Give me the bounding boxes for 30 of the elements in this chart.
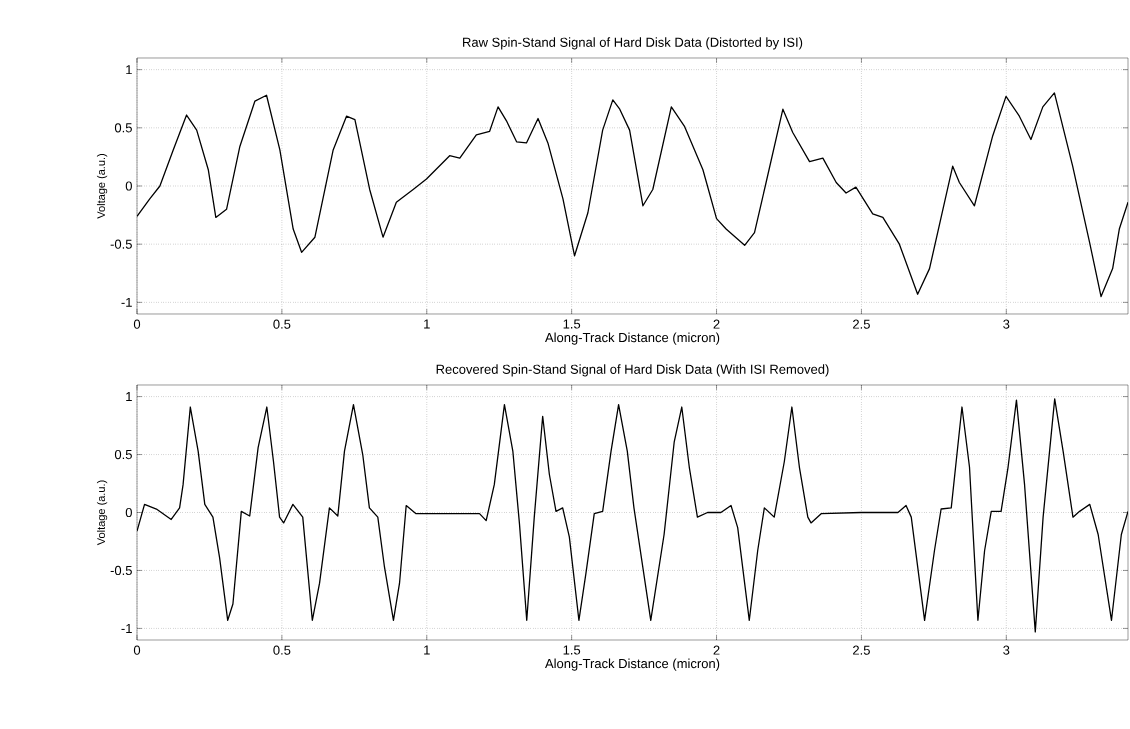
y-tick-label: 0: [125, 181, 132, 191]
x-tick-label: 2: [713, 319, 720, 329]
x-tick-label: 1: [424, 319, 430, 329]
y-tick-label: -0.5: [110, 239, 132, 249]
x-tick-label: 0: [133, 319, 141, 329]
chart-title: Recovered Spin-Stand Signal of Hard Disk Data (With ISI Removed): [436, 364, 829, 377]
x-tick-label: 3: [1003, 319, 1010, 329]
x-tick-label: 3: [1003, 645, 1010, 655]
y-tick-label: -1: [121, 297, 132, 307]
y-tick-label: 0.5: [114, 123, 132, 133]
x-tick-label: 1.5: [563, 645, 581, 655]
x-tick-label: 1: [424, 645, 430, 655]
x-tick-label: 0.5: [273, 645, 291, 655]
y-tick-label: 1: [126, 392, 132, 402]
y-axis-title: Voltage (a.u.): [96, 153, 108, 219]
x-tick-label: 0: [133, 645, 141, 655]
y-tick-label: -1: [121, 623, 132, 633]
x-tick-label: 2.5: [853, 645, 870, 655]
x-tick-label: 0.5: [273, 319, 291, 329]
y-tick-label: 0.5: [114, 449, 132, 460]
x-tick-label: 2: [713, 645, 720, 655]
chart-title: Raw Spin-Stand Signal of Hard Disk Data (Distorted by ISI): [463, 37, 803, 50]
y-axis-title: Voltage (a.u.): [96, 480, 108, 546]
y-tick-label: 1: [126, 65, 132, 75]
x-tick-label: 1.5: [563, 319, 581, 329]
x-axis-title: Along-Track Distance (micron): [545, 658, 720, 671]
y-tick-label: 0: [125, 507, 132, 518]
x-axis-title: Along-Track Distance (micron): [545, 332, 720, 345]
x-tick-label: 2.5: [853, 319, 870, 329]
y-tick-label: -0.5: [110, 565, 132, 576]
